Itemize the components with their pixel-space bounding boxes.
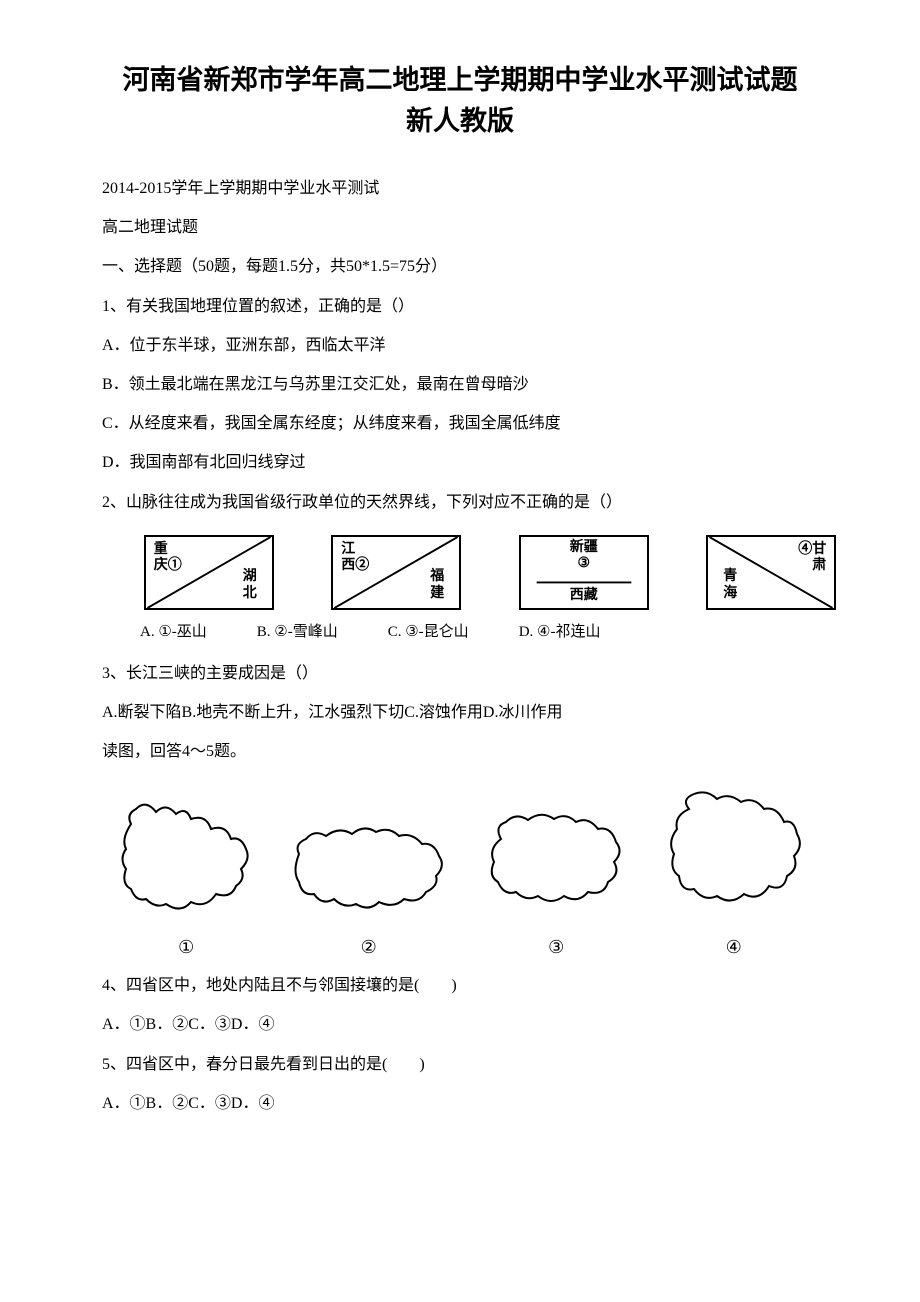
question-1-option-a: A．位于东半球，亚洲东部，西临太平洋 xyxy=(70,328,850,363)
question-5: 5、四省区中，春分日最先看到日出的是( ) xyxy=(70,1047,850,1082)
question-1: 1、有关我国地理位置的叙述，正确的是（） xyxy=(70,289,850,324)
question-3: 3、长江三峡的主要成因是（） xyxy=(70,656,850,691)
question-4: 4、四省区中，地处内陆且不与邻国接壤的是( ) xyxy=(70,968,850,1003)
box-1-chongqing-hubei: 重 庆① 湖 北 xyxy=(144,535,274,610)
q2-answer-a: A. ①-巫山 xyxy=(140,620,207,641)
question-1-option-b: B．领土最北端在黑龙江与乌苏里江交汇处，最南在曾母暗沙 xyxy=(70,367,850,402)
test-year: 2014-2015学年上学期期中学业水平测试 xyxy=(70,171,850,206)
map-3: ③ xyxy=(476,804,636,958)
province-outline-2-icon xyxy=(284,814,454,924)
box1-topleft-2: 庆① xyxy=(154,558,182,573)
question-2-answers: A. ①-巫山 B. ②-雪峰山 C. ③-昆仑山 D. ④-祁连山 xyxy=(140,620,850,641)
question-1-option-c: C．从经度来看，我国全属东经度；从纬度来看，我国全属低纬度 xyxy=(70,406,850,441)
q2-answer-d: D. ④-祁连山 xyxy=(519,620,601,641)
province-outline-4-icon xyxy=(659,784,809,924)
q2-answer-c: C. ③-昆仑山 xyxy=(388,620,469,641)
box4-topright-2: 肃 xyxy=(812,558,826,573)
box-2-jiangxi-fujian: 江 西② 福 建 xyxy=(331,535,461,610)
map-4-label: ④ xyxy=(659,937,809,958)
box3-top-1: 新疆 xyxy=(570,540,598,555)
province-outline-1-icon xyxy=(111,794,261,924)
map-4: ④ xyxy=(659,784,809,958)
question-3-options: A.断裂下陷B.地壳不断上升，江水强烈下切C.溶蚀作用D.冰川作用 xyxy=(70,695,850,730)
box1-bottomright-1: 湖 xyxy=(243,569,257,584)
box1-topleft-1: 重 xyxy=(154,542,168,557)
map-3-label: ③ xyxy=(476,937,636,958)
box4-bottomleft-1: 青 xyxy=(723,569,737,584)
map-2: ② xyxy=(284,814,454,958)
province-outline-3-icon xyxy=(476,804,636,924)
box4-bottomleft-2: 海 xyxy=(723,586,737,601)
title-line-1: 河南省新郑市学年高二地理上学期期中学业水平测试试题 xyxy=(123,65,798,95)
box2-bottomright-1: 福 xyxy=(430,569,444,584)
document-title: 河南省新郑市学年高二地理上学期期中学业水平测试试题 新人教版 xyxy=(70,60,850,141)
box2-topleft-1: 江 xyxy=(341,542,355,557)
question-2: 2、山脉往往成为我国省级行政单位的天然界线，下列对应不正确的是（） xyxy=(70,485,850,520)
box4-topright-1: ④甘 xyxy=(798,542,826,557)
box2-bottomright-2: 建 xyxy=(430,586,444,601)
section-header: 一、选择题（50题，每题1.5分，共50*1.5=75分） xyxy=(70,249,850,284)
map-2-label: ② xyxy=(284,937,454,958)
question-1-option-d: D．我国南部有北回归线穿过 xyxy=(70,445,850,480)
box3-top-2: ③ xyxy=(577,556,590,571)
province-maps: ① ② ③ ④ xyxy=(100,784,820,958)
box-4-gansu-qinghai: ④甘 肃 青 海 xyxy=(706,535,836,610)
map-1-label: ① xyxy=(111,937,261,958)
q2-answer-b: B. ②-雪峰山 xyxy=(257,620,338,641)
box2-topleft-2: 西② xyxy=(341,558,369,573)
read-figure-instruction: 读图，回答4～5题。 xyxy=(70,734,850,769)
mountain-boxes-diagram: 重 庆① 湖 北 江 西② 福 建 新疆 ③ xyxy=(70,535,850,641)
title-line-2: 新人教版 xyxy=(406,106,514,136)
box3-bottom: 西藏 xyxy=(570,588,598,603)
map-1: ① xyxy=(111,794,261,958)
subject-title: 高二地理试题 xyxy=(70,210,850,245)
box-3-xinjiang-xizang: 新疆 ③ 西藏 xyxy=(519,535,649,610)
question-4-options: A．①B．②C．③D．④ xyxy=(70,1007,850,1042)
question-5-options: A．①B．②C．③D．④ xyxy=(70,1086,850,1121)
box1-bottomright-2: 北 xyxy=(243,586,257,601)
